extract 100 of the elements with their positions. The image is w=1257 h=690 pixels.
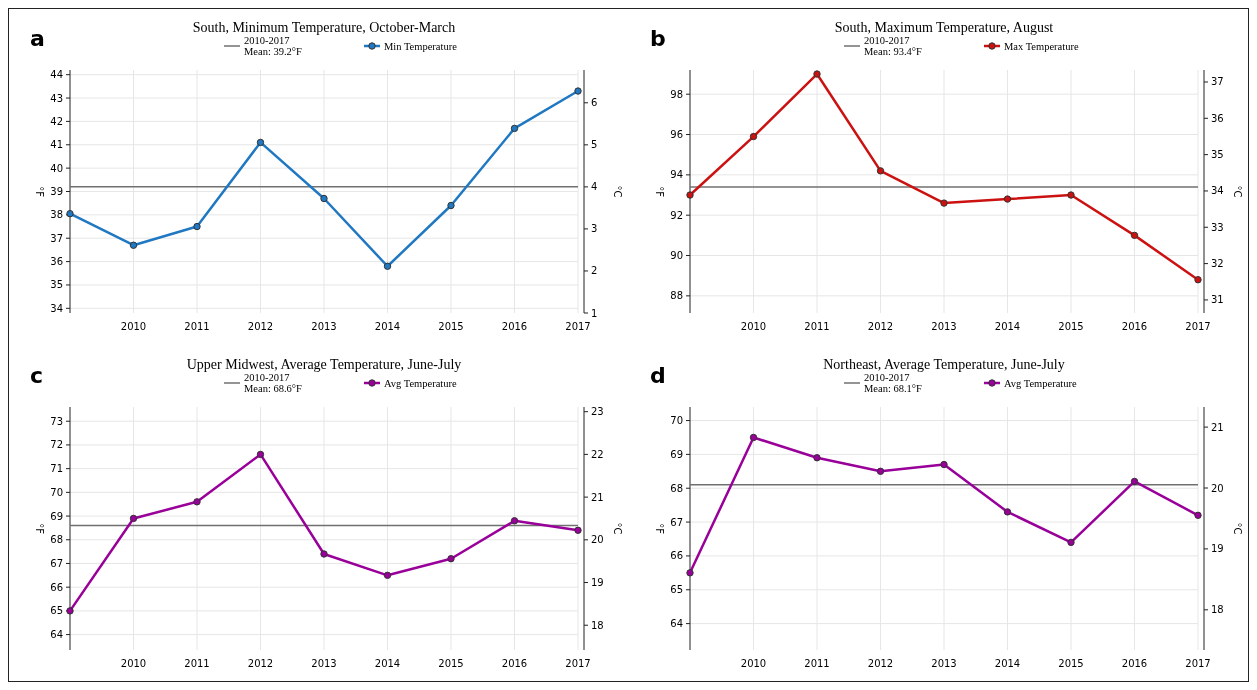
y-tick-label: 70 <box>50 486 63 498</box>
y-tick-label: 68 <box>50 534 63 546</box>
point <box>1003 195 1012 203</box>
y-axis-title: °F <box>34 523 45 535</box>
y2-tick-label: 21 <box>591 491 604 503</box>
legend-label: Max Temperature <box>1004 40 1079 52</box>
y2-tick-label: 18 <box>1211 604 1224 616</box>
y-tick-label: 68 <box>670 482 683 494</box>
x-tick-label: 2012 <box>867 321 894 332</box>
y-tick-label: 43 <box>50 92 63 104</box>
legend-label: Min Temperature <box>384 40 458 52</box>
y-tick-label: 69 <box>670 448 683 460</box>
y-tick-label: 66 <box>670 550 683 562</box>
y2-tick-label: 35 <box>1211 149 1224 161</box>
x-tick-label: 2016 <box>1121 658 1148 669</box>
text: a <box>30 26 45 51</box>
point <box>1130 477 1139 486</box>
y-tick-label: 67 <box>50 557 63 569</box>
legend-label: 2010-2017 Mean: 39.2°F <box>244 35 303 57</box>
point <box>1194 511 1202 519</box>
y-tick-label: 70 <box>670 415 683 427</box>
y-tick-label: 65 <box>50 605 63 617</box>
point <box>320 194 328 203</box>
y-tick-label: 67 <box>670 516 683 528</box>
x-tick-label: 2010 <box>120 658 147 669</box>
x-tick-label: 2011 <box>804 658 830 669</box>
y2-tick-label: 3 <box>591 223 598 235</box>
y-tick-label: 66 <box>50 581 63 593</box>
y-tick-label: 73 <box>50 415 63 427</box>
x-tick-label: 2016 <box>501 658 528 669</box>
y2-tick-label: 19 <box>591 577 604 589</box>
x-tick-label: 2015 <box>1058 658 1084 669</box>
point <box>876 467 885 475</box>
point <box>749 433 758 442</box>
y2-tick-label: 37 <box>1211 76 1224 88</box>
point <box>813 454 821 462</box>
point <box>1003 508 1012 516</box>
point <box>256 138 265 147</box>
text: c <box>30 363 44 388</box>
y-tick-label: 64 <box>670 618 683 630</box>
point <box>383 571 392 580</box>
x-tick-label: 2015 <box>1058 321 1084 332</box>
x-tick-label: 2013 <box>931 321 957 332</box>
x-tick-label: 2017 <box>565 321 591 332</box>
y2-tick-label: 33 <box>1211 221 1224 233</box>
y-tick-label: 40 <box>50 162 63 174</box>
y-tick-label: 69 <box>50 510 63 522</box>
x-tick-label: 2010 <box>740 321 767 332</box>
y2-axis-title: °C <box>612 185 623 198</box>
y2-tick-label: 31 <box>1211 294 1224 306</box>
point <box>1194 276 1202 284</box>
point <box>193 498 201 506</box>
y-tick-label: 96 <box>670 129 683 141</box>
point <box>447 201 455 210</box>
legend-label: 2010-2017 Mean: 93.4°F <box>864 35 923 57</box>
y-axis-title: °F <box>34 186 45 198</box>
x-tick-label: 2012 <box>247 658 274 669</box>
y2-tick-label: 20 <box>591 534 604 546</box>
y2-tick-label: 23 <box>591 406 604 418</box>
x-tick-label: 2017 <box>1185 658 1211 669</box>
x-tick-label: 2016 <box>501 321 528 332</box>
y-tick-label: 38 <box>50 209 63 221</box>
point <box>1067 538 1075 547</box>
y2-tick-label: 6 <box>591 97 598 109</box>
point <box>940 460 948 469</box>
x-tick-label: 2012 <box>247 321 274 332</box>
point <box>510 124 519 133</box>
x-tick-label: 2013 <box>311 658 337 669</box>
y-tick-label: 65 <box>670 584 683 596</box>
chart-title: South, Minimum Temperature, October-March <box>192 20 456 35</box>
y-tick-label: 90 <box>670 250 683 262</box>
y2-tick-label: 18 <box>591 619 604 631</box>
x-tick-label: 2011 <box>184 321 210 332</box>
y-tick-label: 34 <box>50 302 63 314</box>
x-tick-label: 2013 <box>931 658 957 669</box>
y2-tick-label: 32 <box>1211 258 1224 270</box>
y-tick-label: 36 <box>50 256 63 268</box>
point <box>383 262 392 270</box>
point <box>1067 191 1075 199</box>
x-tick-label: 2014 <box>994 321 1021 332</box>
x-tick-label: 2014 <box>374 658 401 669</box>
x-tick-label: 2017 <box>1185 321 1211 332</box>
y-tick-label: 72 <box>50 439 63 451</box>
point <box>813 70 821 78</box>
y2-axis-title: °C <box>1232 522 1243 535</box>
point <box>66 210 74 218</box>
point <box>574 526 582 534</box>
point <box>749 132 758 141</box>
x-tick-label: 2015 <box>438 658 464 669</box>
point <box>129 514 138 523</box>
y-tick-label: 37 <box>50 232 63 244</box>
y2-tick-label: 21 <box>1211 421 1224 433</box>
point <box>686 569 694 577</box>
x-tick-label: 2011 <box>184 658 210 669</box>
y-axis-title: °F <box>654 523 665 535</box>
x-tick-label: 2011 <box>804 321 830 332</box>
y-tick-label: 94 <box>670 169 683 181</box>
x-tick-label: 2014 <box>374 321 401 332</box>
y-tick-label: 71 <box>50 463 63 475</box>
y2-axis-title: °C <box>612 522 623 535</box>
